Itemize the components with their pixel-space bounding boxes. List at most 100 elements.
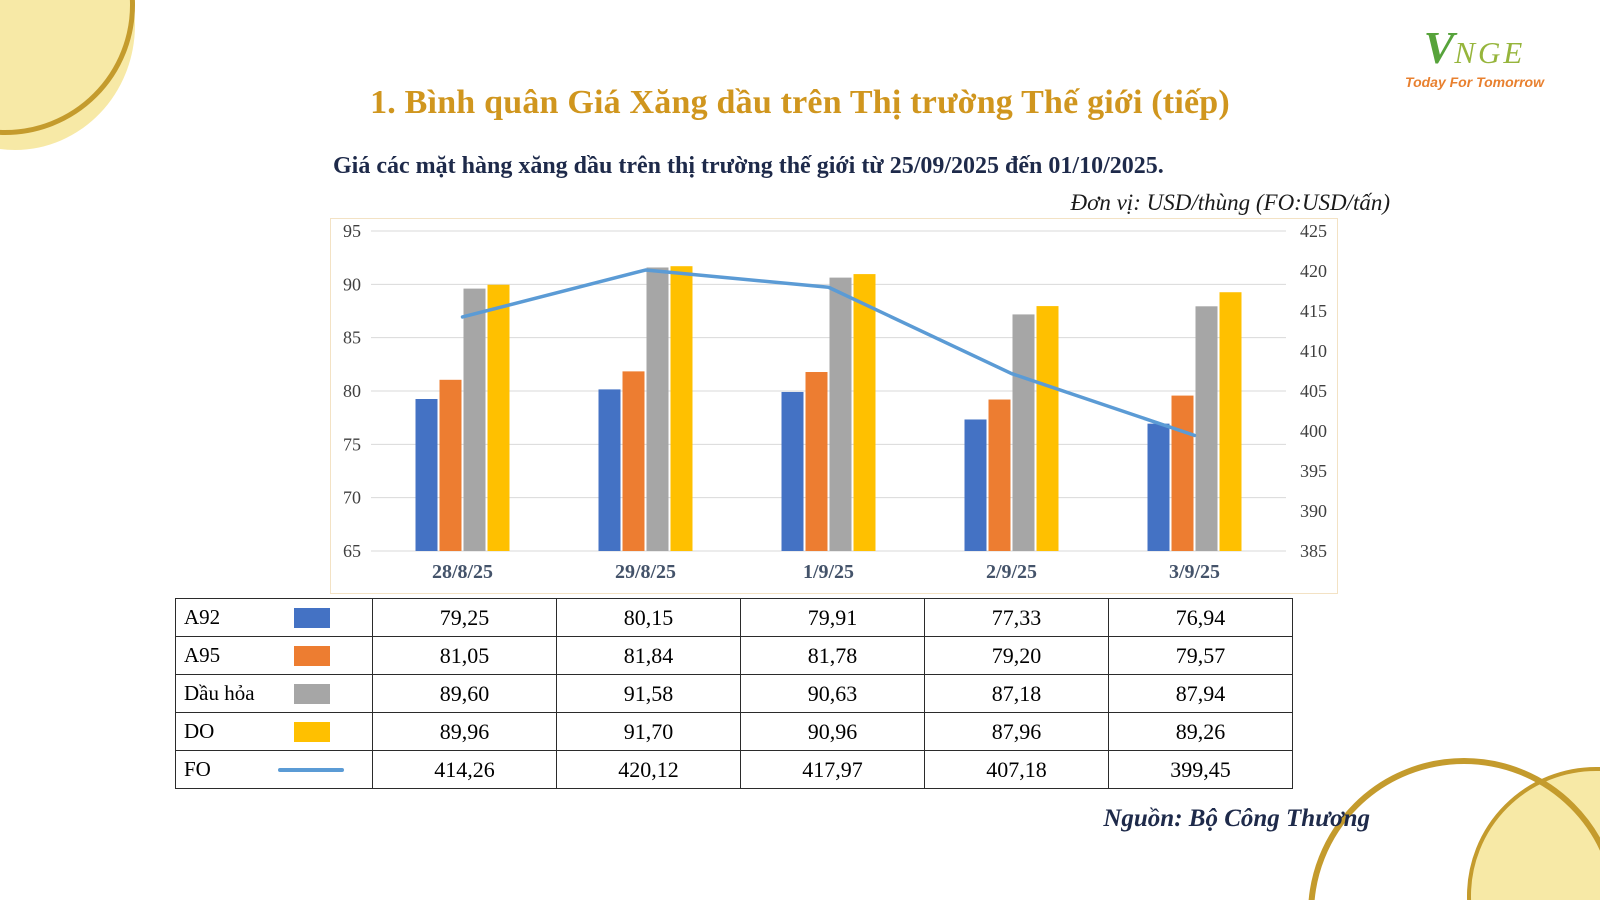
price-table: A92 79,25 80,15 79,91 77,33 76,94 A95 81,05 81,8… <box>175 598 1293 789</box>
legend-swatch-A95 <box>294 645 330 666</box>
value-cell: 399,45 <box>1108 750 1293 789</box>
table-row: FO 414,26 420,12 417,97 407,18 399,45 <box>175 750 1293 789</box>
chart-subtitle: Giá các mặt hàng xăng dầu trên thị trườn… <box>333 153 1164 179</box>
value-cell: 89,26 <box>1108 712 1293 751</box>
left-axis-tick-label: 80 <box>343 381 361 401</box>
value-cell: 81,84 <box>556 636 741 675</box>
value-cell: 79,91 <box>740 598 925 637</box>
left-axis-tick-label: 70 <box>343 488 361 508</box>
bar-DO <box>1219 292 1242 551</box>
value-cell: 79,20 <box>924 636 1109 675</box>
table-row: DO 89,96 91,70 90,96 87,96 89,26 <box>175 712 1293 751</box>
bar-Dầu hỏa <box>829 277 852 551</box>
line-FO <box>460 268 1197 438</box>
chart-area: 65 70 75 80 85 90 95 385 390 395 400 405 410 415 420 42… <box>330 218 1338 594</box>
series-label: A95 <box>184 643 221 667</box>
value-cell: 87,96 <box>924 712 1109 751</box>
bar-A95 <box>439 379 462 551</box>
row-label-cell: A95 <box>175 636 373 675</box>
right-axis-tick-label: 385 <box>1300 541 1327 561</box>
value-cell: 417,97 <box>740 750 925 789</box>
unit-note: Đơn vị: USD/thùng (FO:USD/tấn) <box>1070 190 1390 215</box>
category-label: 3/9/25 <box>1169 561 1220 583</box>
right-axis-tick-label: 415 <box>1300 301 1327 321</box>
table-row: Dầu hỏa 89,60 91,58 90,63 87,18 87,94 <box>175 674 1293 713</box>
value-cell: 90,96 <box>740 712 925 751</box>
row-label-cell: A92 <box>175 598 373 637</box>
logo-tagline: Today For Tomorrow <box>1405 74 1544 91</box>
row-label-cell: FO <box>175 750 373 789</box>
value-cell: 76,94 <box>1108 598 1293 637</box>
row-label-cell: Dầu hỏa <box>175 674 373 713</box>
series-label: A92 <box>184 605 221 629</box>
left-axis-tick-label: 90 <box>343 274 361 294</box>
bar-DO <box>1036 306 1059 551</box>
value-cell: 87,18 <box>924 674 1109 713</box>
price-table-body: A92 79,25 80,15 79,91 77,33 76,94 A95 81,05 81,8… <box>175 598 1293 789</box>
bar-Dầu hỏa <box>1195 306 1218 551</box>
chart-svg: 65 70 75 80 85 90 95 385 390 395 400 405 410 415 420 42… <box>343 221 1327 583</box>
value-cell: 89,96 <box>372 712 557 751</box>
value-cell: 414,26 <box>372 750 557 789</box>
bar-A95 <box>805 372 828 551</box>
bar-A95 <box>622 371 645 551</box>
value-cell: 91,58 <box>556 674 741 713</box>
left-axis-tick-label: 85 <box>343 328 361 348</box>
value-cell: 89,60 <box>372 674 557 713</box>
row-label-cell: DO <box>175 712 373 751</box>
bar-Dầu hỏa <box>463 288 486 551</box>
value-cell: 81,05 <box>372 636 557 675</box>
series-label: FO <box>184 757 211 781</box>
left-axis-tick-label: 65 <box>343 541 361 561</box>
bar-Dầu hỏa <box>1012 314 1035 551</box>
left-axis-tick-label: 75 <box>343 434 361 454</box>
right-axis-tick-label: 390 <box>1300 501 1327 521</box>
right-axis-tick-label: 410 <box>1300 341 1327 361</box>
value-cell: 87,94 <box>1108 674 1293 713</box>
bar-A92 <box>598 389 621 551</box>
logo-v-icon: V <box>1423 22 1455 73</box>
bar-Dầu hỏa <box>646 267 669 551</box>
value-cell: 77,33 <box>924 598 1109 637</box>
bar-A92 <box>781 391 804 551</box>
value-cell: 91,70 <box>556 712 741 751</box>
table-row: A92 79,25 80,15 79,91 77,33 76,94 <box>175 598 1293 637</box>
value-cell: 90,63 <box>740 674 925 713</box>
vnge-logo: VNGE Today For Tomorrow <box>1405 22 1544 91</box>
bar-A95 <box>1171 395 1194 551</box>
table-row: A95 81,05 81,84 81,78 79,20 79,57 <box>175 636 1293 675</box>
logo-name: NGE <box>1454 35 1526 70</box>
bar-A92 <box>1147 423 1170 551</box>
category-label: 2/9/25 <box>986 561 1037 583</box>
category-label: 1/9/25 <box>803 561 854 583</box>
bar-A92 <box>415 399 438 551</box>
right-axis-tick-label: 425 <box>1300 221 1327 241</box>
legend-swatch-FO <box>278 767 344 772</box>
bar-DO <box>853 274 876 551</box>
source-note: Nguồn: Bộ Công Thương <box>1103 805 1370 832</box>
value-cell: 407,18 <box>924 750 1109 789</box>
category-label: 29/8/25 <box>615 561 676 583</box>
bar-DO <box>487 284 510 551</box>
bar-DO <box>670 266 693 551</box>
right-axis-tick-label: 400 <box>1300 421 1327 441</box>
bar-A92 <box>964 419 987 551</box>
value-cell: 79,57 <box>1108 636 1293 675</box>
series-label: Dầu hỏa <box>184 681 255 705</box>
right-axis-tick-label: 395 <box>1300 461 1327 481</box>
value-cell: 81,78 <box>740 636 925 675</box>
legend-swatch-DO <box>294 721 330 742</box>
right-axis-tick-label: 420 <box>1300 261 1327 281</box>
value-cell: 79,25 <box>372 598 557 637</box>
value-cell: 420,12 <box>556 750 741 789</box>
bar-A95 <box>988 399 1011 551</box>
legend-swatch-Dầu hỏa <box>294 683 330 704</box>
legend-swatch-A92 <box>294 607 330 628</box>
page-title: 1. Bình quân Giá Xăng dầu trên Thị trườn… <box>370 84 1230 121</box>
value-cell: 80,15 <box>556 598 741 637</box>
category-label: 28/8/25 <box>432 561 493 583</box>
left-axis-tick-label: 95 <box>343 221 361 241</box>
logo-wordmark: VNGE <box>1405 22 1544 73</box>
series-label: DO <box>184 719 215 743</box>
